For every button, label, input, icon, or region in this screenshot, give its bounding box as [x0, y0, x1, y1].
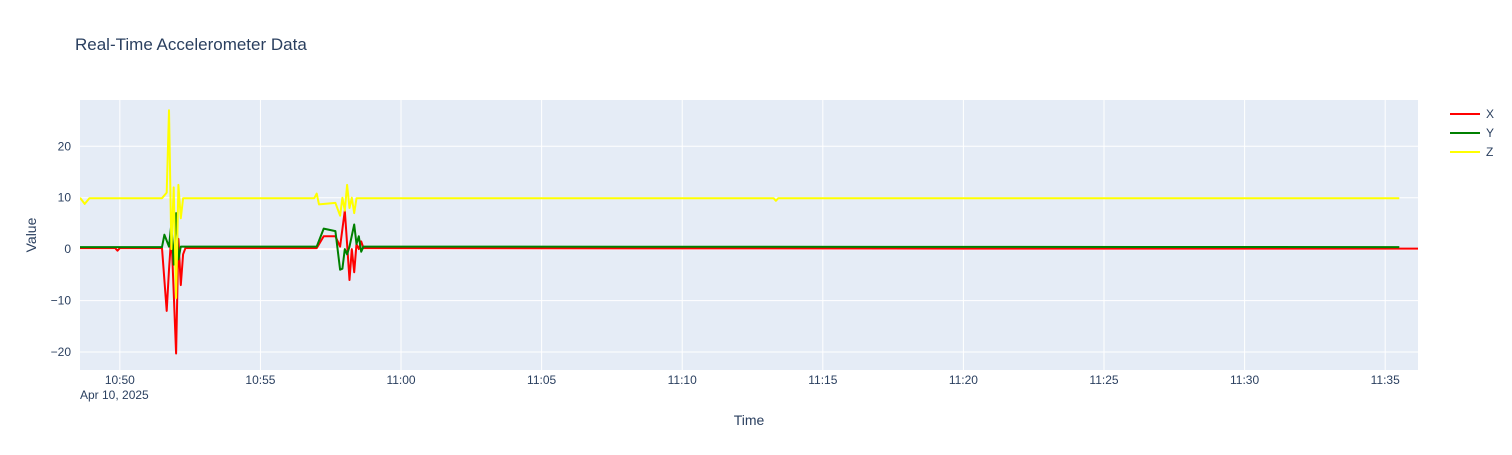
- plot-background: [80, 100, 1418, 370]
- y-tick-label: 10: [58, 191, 72, 205]
- series-line-x: [80, 209, 1418, 355]
- legend[interactable]: XYZ: [1450, 107, 1494, 159]
- legend-label: Y: [1486, 126, 1494, 140]
- x-tick-label: 10:55: [245, 373, 275, 387]
- x-tick-label: 11:05: [527, 373, 556, 387]
- series-line-z: [80, 109, 1400, 299]
- x-tick-label: 11:30: [1230, 373, 1259, 387]
- x-tick-label: 11:25: [1089, 373, 1118, 387]
- y-tick-label: 20: [58, 139, 72, 153]
- y-tick-label: −10: [51, 294, 72, 308]
- x-tick-label: 11:35: [1371, 373, 1400, 387]
- chart-title: Real-Time Accelerometer Data: [75, 35, 307, 54]
- legend-item-y[interactable]: Y: [1450, 126, 1494, 140]
- x-tick-labels: 10:50 10:55 11:00 11:05 11:10 11:15 11:20 11:25…: [105, 373, 1400, 387]
- x-tick-label: 11:00: [386, 373, 415, 387]
- legend-item-z[interactable]: Z: [1450, 145, 1493, 159]
- x-tick-label: 10:50: [105, 373, 135, 387]
- date-label: Apr 10, 2025: [80, 388, 149, 402]
- y-axis-title: Value: [23, 217, 39, 252]
- legend-label: X: [1486, 107, 1494, 121]
- x-grid: [119, 100, 1386, 370]
- x-tick-label: 11:15: [808, 373, 837, 387]
- legend-item-x[interactable]: X: [1450, 107, 1494, 121]
- y-tick-label: −20: [51, 345, 72, 359]
- x-tick-label: 11:10: [668, 373, 697, 387]
- y-tick-labels: 20 10 0 −10 −20: [51, 139, 72, 359]
- legend-label: Z: [1486, 145, 1493, 159]
- x-tick-label: 11:20: [949, 373, 978, 387]
- y-tick-label: 0: [64, 242, 71, 256]
- series-lines: [80, 109, 1418, 355]
- x-axis-title: Time: [734, 412, 765, 428]
